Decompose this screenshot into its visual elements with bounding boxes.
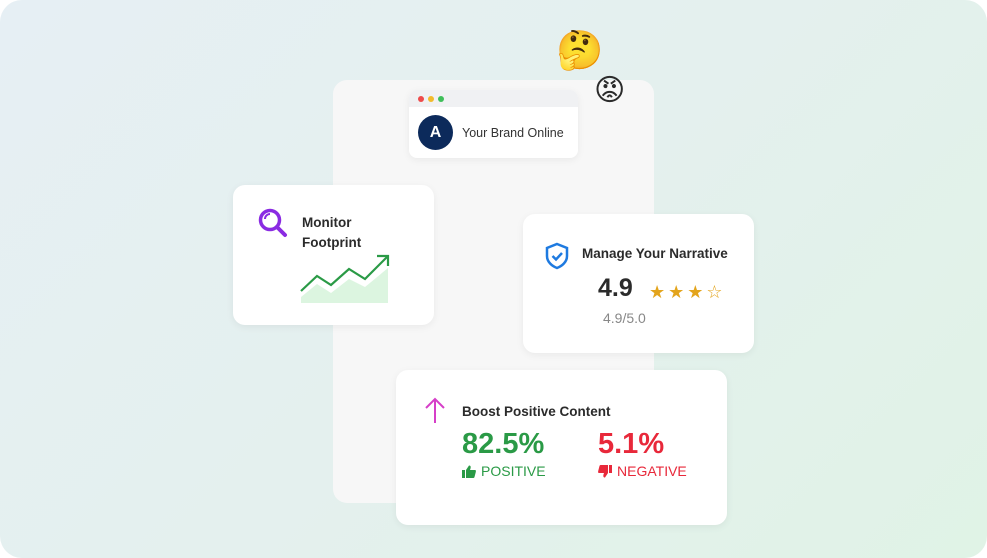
thumbs-down-icon: [598, 464, 612, 477]
negative-stat: 5.1% NEGATIVE: [598, 428, 687, 479]
manage-narrative-card: Manage Your Narrative 4.9 ★★★☆ 4.9/5.0: [523, 214, 754, 353]
rating-subtitle: 4.9/5.0: [603, 310, 646, 326]
angry-emoji-icon: 😡: [594, 74, 626, 107]
card-title: Monitor Footprint: [302, 215, 362, 250]
arrow-up-icon: [425, 397, 445, 423]
minimize-dot-icon: [428, 95, 434, 102]
positive-value: 82.5%: [462, 428, 545, 460]
monitor-footprint-card: Monitor Footprint: [233, 185, 434, 325]
maximize-dot-icon: [438, 95, 444, 102]
brand-name: Your Brand Online: [462, 125, 564, 140]
thumbs-up-icon: [462, 465, 476, 478]
avatar: A: [418, 115, 453, 150]
shield-check-icon: [545, 242, 569, 270]
browser-titlebar: [409, 90, 578, 107]
magnifier-icon: [258, 208, 287, 237]
browser-card: A Your Brand Online: [409, 90, 578, 158]
card-title: Boost Positive Content: [462, 404, 611, 419]
star-rating: ★★★☆: [649, 282, 726, 302]
thinking-emoji-icon: 🤔: [556, 30, 604, 72]
trend-chart-icon: [300, 254, 390, 303]
positive-stat: 82.5% POSITIVE: [462, 428, 546, 479]
negative-label: NEGATIVE: [617, 463, 687, 479]
rating-score: 4.9: [598, 274, 633, 302]
boost-content-card: Boost Positive Content 82.5% POSITIVE 5.…: [396, 370, 727, 525]
close-dot-icon: [418, 95, 424, 102]
negative-value: 5.1%: [598, 428, 665, 460]
positive-label: POSITIVE: [481, 463, 546, 479]
card-title: Manage Your Narrative: [582, 246, 728, 261]
